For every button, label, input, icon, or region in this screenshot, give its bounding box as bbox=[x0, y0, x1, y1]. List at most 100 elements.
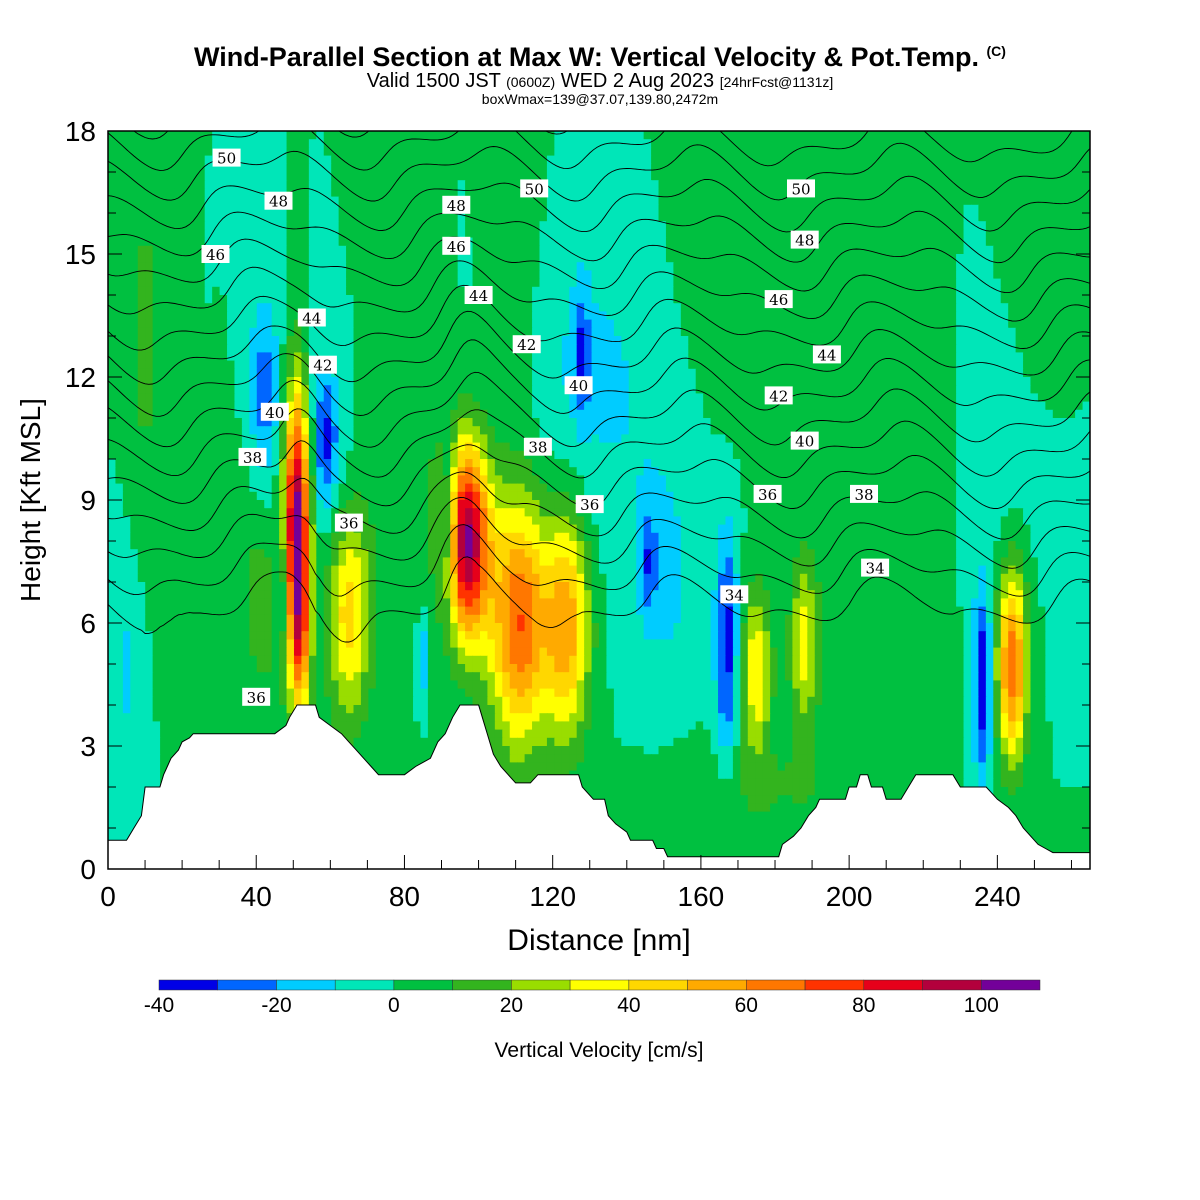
velocity-cell bbox=[160, 303, 169, 312]
velocity-cell bbox=[889, 418, 898, 427]
velocity-cell bbox=[1023, 295, 1032, 304]
velocity-cell bbox=[509, 262, 518, 271]
velocity-cell bbox=[770, 155, 779, 165]
velocity-cell bbox=[933, 360, 942, 370]
velocity-cell bbox=[933, 352, 942, 362]
velocity-cell bbox=[725, 418, 734, 427]
velocity-cell bbox=[1008, 237, 1017, 247]
velocity-cell bbox=[851, 418, 860, 427]
velocity-cell bbox=[814, 147, 823, 157]
velocity-cell bbox=[398, 229, 407, 239]
velocity-cell bbox=[807, 360, 816, 370]
velocity-cell bbox=[487, 409, 496, 419]
velocity-cell bbox=[383, 295, 392, 304]
velocity-cell bbox=[383, 163, 392, 173]
velocity-cell bbox=[212, 204, 221, 214]
velocity-cell bbox=[182, 262, 191, 271]
velocity-cell bbox=[420, 426, 429, 435]
velocity-cell bbox=[651, 131, 660, 140]
velocity-cell bbox=[1008, 360, 1017, 370]
velocity-cell bbox=[1008, 139, 1017, 148]
velocity-cell bbox=[227, 180, 236, 189]
velocity-cell bbox=[145, 180, 154, 189]
velocity-cell bbox=[539, 401, 548, 411]
velocity-cell bbox=[651, 245, 660, 255]
velocity-cell bbox=[494, 270, 503, 280]
velocity-cell bbox=[271, 385, 280, 394]
velocity-cell bbox=[896, 237, 905, 247]
velocity-cell bbox=[651, 368, 660, 378]
velocity-cell bbox=[502, 303, 511, 312]
velocity-cell bbox=[115, 180, 124, 189]
velocity-cell bbox=[502, 426, 511, 435]
velocity-cell bbox=[703, 385, 712, 394]
velocity-cell bbox=[911, 229, 920, 239]
velocity-cell bbox=[978, 278, 987, 288]
velocity-cell bbox=[718, 172, 727, 181]
velocity-cell bbox=[762, 360, 771, 370]
velocity-cell bbox=[375, 344, 384, 353]
velocity-cell bbox=[926, 409, 935, 419]
velocity-cell bbox=[487, 319, 496, 329]
velocity-cell bbox=[160, 385, 169, 394]
velocity-cell bbox=[1060, 204, 1069, 214]
velocity-cell bbox=[457, 393, 466, 403]
velocity-cell bbox=[338, 286, 347, 296]
velocity-cell bbox=[688, 163, 697, 173]
velocity-cell bbox=[703, 237, 712, 247]
velocity-cell bbox=[777, 418, 786, 427]
velocity-cell bbox=[182, 426, 191, 435]
velocity-cell bbox=[160, 213, 169, 222]
velocity-cell bbox=[963, 155, 972, 165]
velocity-cell bbox=[241, 172, 250, 181]
velocity-cell bbox=[435, 196, 444, 206]
velocity-cell bbox=[383, 327, 392, 337]
velocity-cell bbox=[524, 311, 533, 321]
velocity-cell bbox=[777, 368, 786, 378]
velocity-cell bbox=[539, 409, 548, 419]
velocity-cell bbox=[1082, 213, 1090, 222]
velocity-cell bbox=[732, 401, 741, 411]
velocity-cell bbox=[844, 377, 853, 386]
velocity-cell bbox=[956, 311, 965, 321]
velocity-cell bbox=[799, 401, 808, 411]
velocity-cell bbox=[539, 286, 548, 296]
velocity-cell bbox=[398, 237, 407, 247]
velocity-cell bbox=[985, 385, 994, 394]
velocity-cell bbox=[576, 172, 585, 181]
velocity-cell bbox=[212, 172, 221, 181]
velocity-cell bbox=[643, 245, 652, 255]
velocity-cell bbox=[680, 147, 689, 157]
velocity-cell bbox=[1067, 131, 1076, 140]
velocity-cell bbox=[948, 336, 957, 345]
velocity-cell bbox=[301, 245, 310, 255]
velocity-cell bbox=[420, 303, 429, 312]
velocity-cell bbox=[360, 311, 369, 321]
velocity-cell bbox=[234, 295, 243, 304]
velocity-cell bbox=[145, 147, 154, 157]
velocity-cell bbox=[420, 311, 429, 321]
velocity-cell bbox=[985, 303, 994, 312]
velocity-cell bbox=[227, 426, 236, 435]
velocity-cell bbox=[152, 147, 161, 157]
velocity-cell bbox=[956, 344, 965, 353]
velocity-cell bbox=[710, 270, 719, 280]
velocity-cell bbox=[569, 393, 578, 403]
velocity-cell bbox=[926, 254, 935, 263]
velocity-cell bbox=[613, 229, 622, 239]
velocity-cell bbox=[524, 286, 533, 296]
velocity-cell bbox=[160, 336, 169, 345]
velocity-cell bbox=[822, 196, 831, 206]
velocity-cell bbox=[1037, 385, 1046, 394]
velocity-cell bbox=[725, 311, 734, 321]
velocity-cell bbox=[822, 336, 831, 345]
velocity-cell bbox=[904, 393, 913, 403]
velocity-cell bbox=[970, 401, 980, 411]
velocity-cell bbox=[926, 401, 935, 411]
velocity-cell bbox=[718, 295, 727, 304]
velocity-cell bbox=[784, 262, 794, 271]
velocity-cell bbox=[1060, 344, 1069, 353]
velocity-cell bbox=[435, 401, 444, 411]
velocity-cell bbox=[859, 393, 868, 403]
velocity-cell bbox=[256, 147, 265, 157]
